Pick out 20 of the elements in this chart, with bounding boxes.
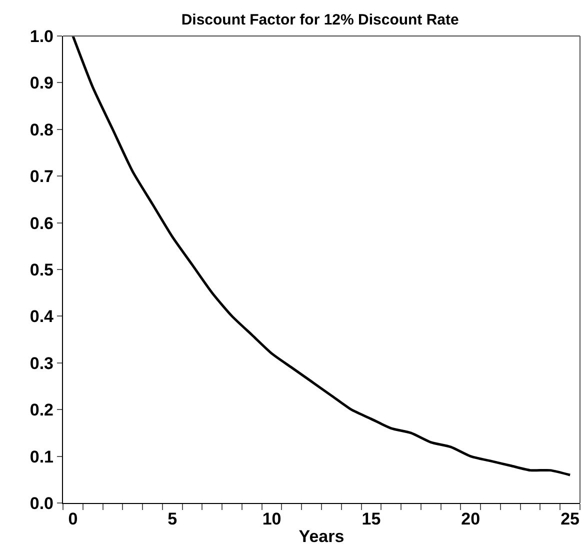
y-tick-label: 0.3 bbox=[30, 354, 54, 373]
y-tick-label: 0.4 bbox=[30, 307, 54, 326]
x-axis-title: Years bbox=[298, 526, 344, 546]
y-tick-label: 0.1 bbox=[30, 447, 54, 466]
x-tick-label: 10 bbox=[262, 510, 282, 528]
y-tick-label: 0.0 bbox=[30, 494, 54, 513]
y-tick-label: 0.5 bbox=[30, 260, 54, 280]
chart-title: Discount Factor for 12% Discount Rate bbox=[181, 11, 459, 28]
x-tick-label: 25 bbox=[560, 510, 580, 528]
y-tick-label: 0.7 bbox=[30, 167, 54, 186]
y-tick-label: 0.8 bbox=[30, 120, 54, 140]
x-tick-label: 5 bbox=[168, 510, 178, 528]
x-tick-label: 0 bbox=[68, 510, 78, 528]
y-tick-label: 0.6 bbox=[30, 214, 54, 233]
y-tick-label: 0.9 bbox=[30, 74, 54, 93]
x-tick-label: 20 bbox=[461, 510, 480, 528]
x-tick-label: 15 bbox=[362, 510, 381, 528]
y-tick-label: 1.0 bbox=[30, 26, 54, 46]
line-series bbox=[72, 36, 572, 476]
y-tick-label: 0.2 bbox=[30, 400, 54, 420]
